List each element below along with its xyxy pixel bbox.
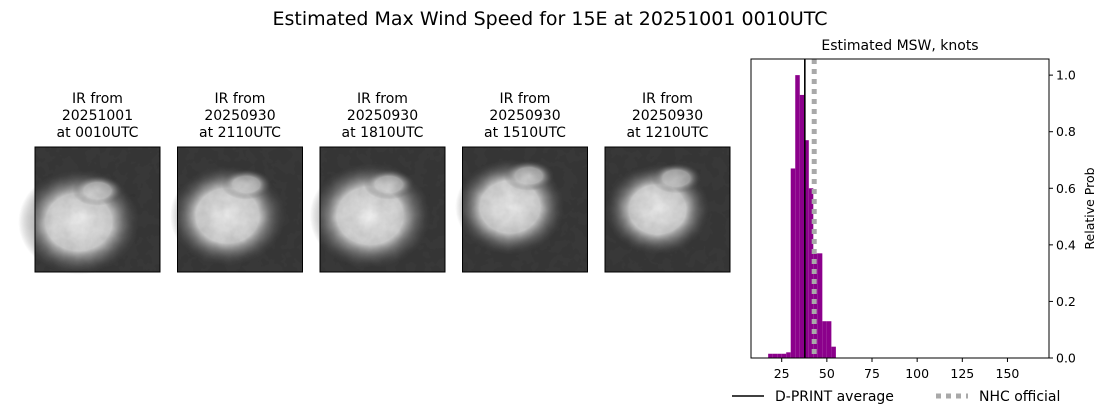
bar (781, 353, 787, 358)
image-frame (34, 146, 161, 273)
image-frame (319, 146, 446, 273)
image-caption: 20250930 (489, 108, 560, 124)
bar (822, 321, 827, 358)
satellite-image (455, 147, 588, 272)
cloud (72, 175, 123, 206)
x-tick-label: 150 (996, 366, 1020, 381)
x-tick-label: 25 (774, 366, 790, 381)
y-tick-label: 1.0 (1056, 68, 1076, 83)
x-tick-label: 50 (819, 366, 835, 381)
image-caption: IR from (642, 91, 693, 107)
image-caption: 20251001 (62, 108, 133, 124)
legend-label: D-PRINT average (775, 389, 894, 405)
figure-title: Estimated Max Wind Speed for 15E at 2025… (272, 8, 827, 30)
satellite-image (309, 147, 445, 272)
chart-title: Estimated MSW, knots (821, 38, 978, 54)
x-tick-label: 100 (905, 366, 929, 381)
image-frame (604, 146, 731, 273)
legend-label: NHC official (979, 389, 1060, 405)
image-frame (177, 146, 303, 273)
image-caption: 20250930 (632, 108, 703, 124)
satellite-image (605, 147, 730, 272)
satellite-image (170, 147, 303, 272)
y-tick-label: 0.6 (1056, 181, 1076, 196)
y-axis-label: Relative Prob (1082, 167, 1097, 249)
bar (790, 168, 796, 358)
bar (799, 94, 805, 358)
y-tick-label: 0.0 (1056, 351, 1076, 366)
image-caption: at 1510UTC (484, 125, 566, 141)
y-tick-label: 0.8 (1056, 124, 1076, 139)
bar (817, 253, 823, 358)
image-caption: at 0010UTC (57, 125, 139, 141)
bar (768, 353, 773, 358)
cloud (503, 160, 554, 191)
image-caption: 20250930 (347, 108, 418, 124)
bar (786, 352, 791, 358)
plot-frame (750, 58, 1050, 359)
bar (795, 75, 800, 358)
bar (826, 321, 832, 358)
image-frame (462, 146, 588, 273)
y-tick-label: 0.4 (1056, 237, 1076, 252)
x-tick-label: 125 (950, 366, 974, 381)
image-caption: IR from (215, 91, 266, 107)
image-caption: IR from (500, 91, 551, 107)
cloud (651, 163, 702, 194)
image-caption: at 1810UTC (342, 125, 424, 141)
image-caption: IR from (72, 91, 123, 107)
bar (772, 353, 778, 358)
image-caption: at 2110UTC (199, 125, 281, 141)
image-caption: IR from (357, 91, 408, 107)
bar (831, 346, 836, 358)
bar (777, 353, 782, 358)
satellite-image (18, 147, 160, 275)
image-caption: 20250930 (204, 108, 275, 124)
bar (813, 253, 818, 358)
bar (808, 188, 814, 358)
bar (804, 140, 809, 358)
cloud (363, 169, 414, 200)
y-tick-label: 0.2 (1056, 294, 1076, 309)
x-tick-label: 75 (864, 366, 880, 381)
cloud (221, 169, 272, 200)
image-caption: at 1210UTC (627, 125, 709, 141)
